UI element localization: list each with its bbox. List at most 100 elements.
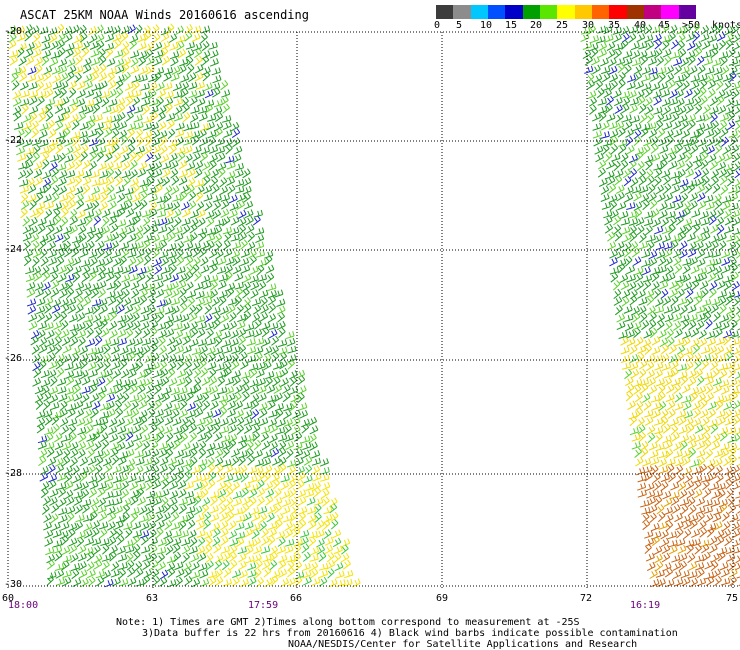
wind-barb [89, 151, 98, 162]
wind-barb [134, 121, 144, 130]
wind-barb [720, 442, 730, 451]
wind-barb [720, 56, 728, 67]
wind-barb [674, 263, 683, 274]
wind-barb [656, 250, 666, 259]
wind-barb [64, 362, 74, 371]
wind-barb [167, 368, 176, 379]
wind-barb [721, 511, 730, 522]
wind-barb [182, 224, 191, 235]
wind-barb [320, 466, 330, 475]
wind-barb [613, 215, 621, 226]
wind-barb [65, 42, 75, 52]
wind-barb [269, 322, 279, 330]
wind-barb [649, 311, 657, 323]
wind-barb [149, 544, 158, 555]
wind-barb [722, 201, 731, 211]
wind-barb [615, 121, 625, 131]
wind-barb [147, 288, 157, 298]
wind-barb [77, 336, 86, 347]
wind-barb [57, 162, 67, 172]
wind-barb [674, 201, 684, 211]
wind-barb [247, 231, 255, 243]
wind-barb [698, 272, 708, 282]
wind-barb [77, 441, 87, 451]
wind-barb [643, 280, 652, 291]
wind-barb [709, 281, 718, 291]
wind-barb [637, 489, 647, 498]
wind-barb [610, 80, 618, 91]
wind-barb [154, 49, 164, 59]
wind-barb [658, 384, 666, 395]
wind-barb [134, 440, 143, 451]
wind-barb [703, 122, 713, 131]
wind-barb [215, 137, 225, 147]
wind-barb [239, 351, 248, 362]
wind-barb [680, 65, 690, 75]
wind-barb [160, 32, 170, 42]
wind-barb [232, 376, 241, 387]
wind-barb [276, 545, 286, 554]
wind-barb [114, 392, 124, 403]
wind-barb [137, 42, 147, 51]
wind-barb [635, 217, 645, 227]
wind-barb [126, 552, 134, 563]
wind-barb [67, 297, 77, 307]
wind-barb [205, 321, 215, 331]
wind-barb [646, 295, 655, 306]
wind-barb [644, 409, 654, 418]
wind-barb [710, 169, 720, 180]
wind-barb [232, 569, 242, 579]
pass-time-east: 16:19 [630, 600, 661, 611]
wind-barb [701, 416, 710, 427]
wind-barb [276, 418, 286, 428]
wind-barb [703, 499, 713, 507]
wind-barb [207, 352, 216, 363]
wind-barb [732, 99, 740, 107]
wind-barb [699, 409, 709, 419]
wind-barb [72, 265, 82, 275]
wind-barb [685, 161, 693, 172]
wind-barb [87, 569, 96, 579]
wind-barb [55, 464, 65, 474]
wind-barb [644, 210, 654, 219]
wind-barb [698, 329, 707, 340]
wind-barb [126, 225, 136, 235]
wind-barb [677, 40, 685, 52]
wind-barb [204, 99, 215, 108]
wind-barb [667, 79, 676, 90]
wind-barb [135, 360, 144, 372]
wind-barb [320, 473, 330, 482]
wind-barb [31, 128, 39, 139]
wind-barb [195, 513, 205, 523]
wind-barb [304, 464, 313, 475]
wind-barb [209, 145, 219, 154]
wind-barb [707, 153, 717, 164]
wind-barb [236, 416, 245, 427]
wind-barb [135, 568, 144, 578]
wind-barb [280, 577, 290, 588]
wind-barb [82, 296, 92, 307]
wind-barb [266, 512, 275, 523]
wind-barb [50, 376, 58, 387]
wind-barb [267, 289, 277, 299]
wind-barb [673, 320, 682, 331]
wind-barb [593, 73, 603, 84]
wind-barb [329, 497, 338, 508]
wind-barb [717, 290, 727, 299]
wind-barb [103, 360, 111, 372]
wind-barb [37, 321, 47, 330]
wind-barb [112, 482, 122, 491]
wind-barb [188, 546, 198, 555]
wind-barb [696, 449, 706, 459]
wind-barb [731, 464, 740, 475]
wind-barb [242, 512, 252, 522]
wind-barb [618, 138, 628, 147]
wind-barb [241, 377, 250, 388]
wind-barb [48, 33, 58, 44]
wind-barb [135, 457, 145, 466]
wind-barb [708, 418, 718, 428]
wind-barb [679, 240, 688, 251]
wind-barb [60, 521, 70, 531]
wind-barb [685, 168, 695, 178]
wind-barb [48, 360, 58, 370]
